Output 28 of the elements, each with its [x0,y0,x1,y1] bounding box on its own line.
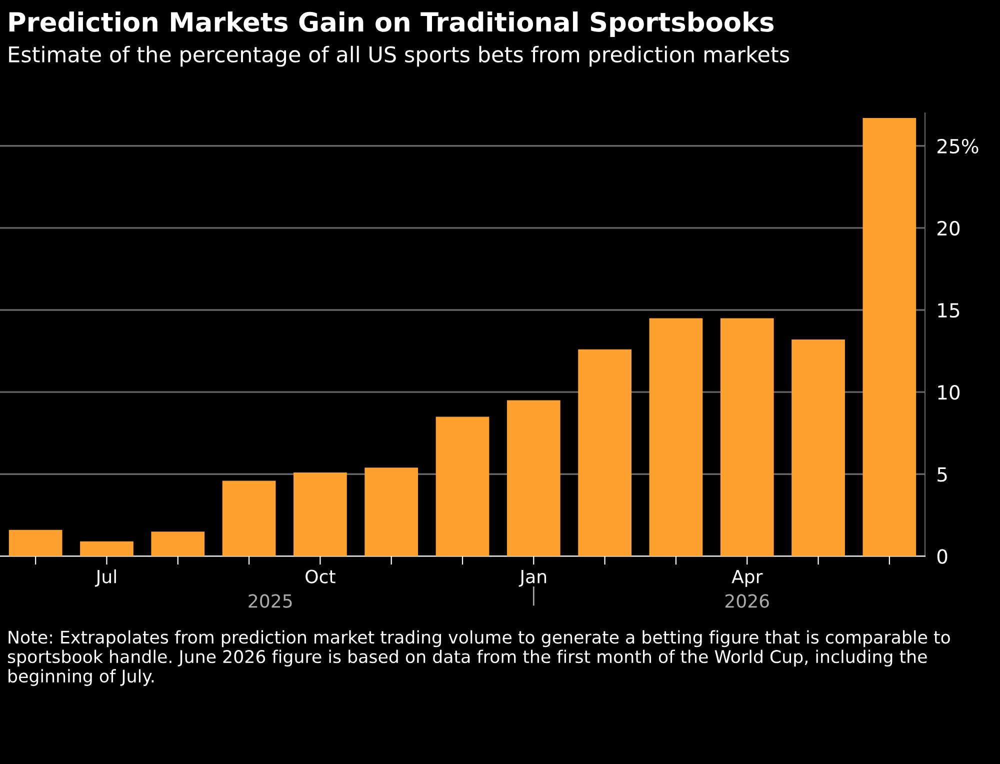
bar [720,318,774,556]
y-tick-label: 10 [938,385,960,400]
y-tick-label: 0 [937,549,948,564]
bar [222,480,276,556]
y-tick-label: 20 [938,220,960,236]
bar [578,349,632,556]
x-tick-label: Oct [306,570,336,584]
x-tick-label: Apr [732,570,763,587]
y-tick-label: 15 [938,303,960,318]
text: 2025 [248,594,292,608]
chart-title: Prediction Markets Gain on Traditional Sportsbooks [9,11,774,37]
x-tick-label: Jul [94,569,116,587]
bar [649,318,703,556]
bar [8,530,62,556]
x-tick-label: Jan [518,570,546,587]
bar [80,541,134,556]
bar [151,532,205,556]
text: Note: Extrapolates from prediction market trading volume to generate a betting figure that is comparable to sportsbook handle. June 2026 figure is based on data from the first month of the World Cup, including the beginning of July. [8,630,950,686]
bar [436,416,490,556]
chart-subtitle: Estimate of the percentage of all US sports bets from prediction markets [9,46,790,67]
bar [294,472,347,556]
y-tick-label: 25% [938,138,978,154]
bar [364,468,418,556]
text: 2026 [725,594,769,608]
bar [792,340,845,556]
bar [862,118,916,556]
y-tick-label: 5 [938,467,947,482]
bar [506,400,560,556]
